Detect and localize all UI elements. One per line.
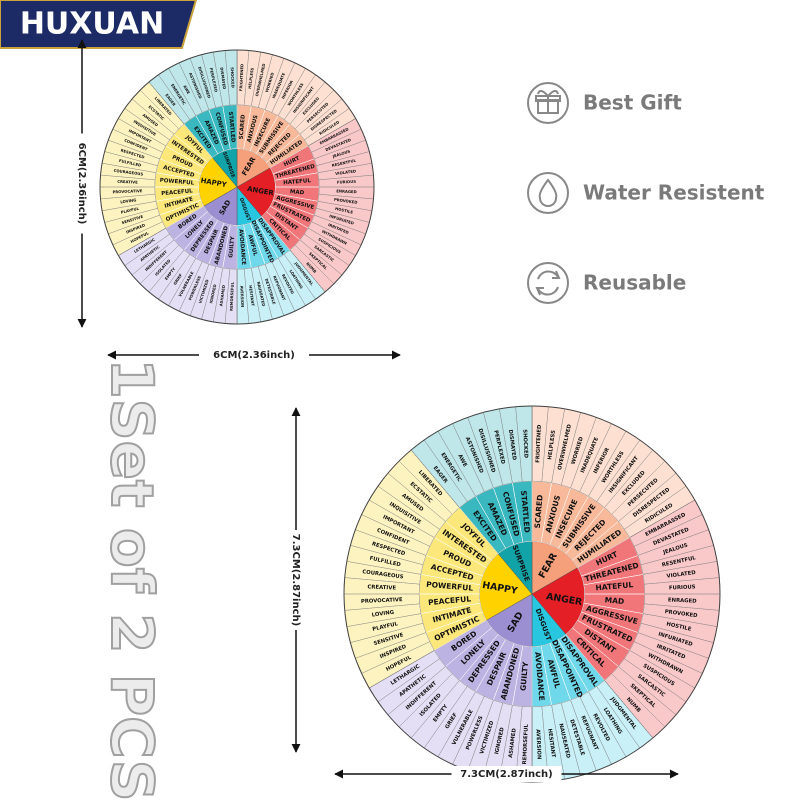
outer-label: FURIOUS bbox=[337, 179, 357, 185]
outer-label: SHOCKED bbox=[230, 67, 236, 88]
outer-label: AVERSION bbox=[239, 286, 245, 308]
icon-ring bbox=[527, 262, 569, 304]
outer-label: ENRAGED bbox=[336, 188, 357, 194]
middle-label: SCARED bbox=[533, 494, 545, 528]
outer-label: AWE bbox=[182, 84, 191, 95]
outer-label: PROVOKED bbox=[334, 197, 358, 205]
brand-banner bbox=[0, 0, 198, 49]
outer-label: REMORSEFUL bbox=[522, 723, 530, 764]
drop-icon bbox=[538, 178, 558, 207]
outer-label: FULFILLED bbox=[118, 158, 141, 168]
label-backdrop bbox=[74, 133, 90, 234]
outer-label: HESITANT bbox=[248, 285, 256, 307]
middle-label: HATEFUL bbox=[595, 580, 634, 592]
outer-label: SHOCKED bbox=[521, 429, 528, 459]
icon-ring bbox=[527, 172, 569, 214]
middle-label: GUILTY bbox=[228, 235, 236, 258]
brand: HUXUAN bbox=[20, 7, 164, 42]
outer-label: HELPLESS bbox=[547, 430, 557, 460]
icon-ring bbox=[527, 82, 569, 124]
reuse-icon bbox=[537, 270, 559, 296]
middle-label: PEACEFUL bbox=[428, 594, 472, 607]
outer-label: IGNORED bbox=[208, 284, 217, 304]
middle-label: AVOIDANCE bbox=[533, 652, 546, 702]
outer-label: PROVOCATIVE bbox=[112, 188, 142, 194]
gift-icon bbox=[535, 90, 561, 113]
label-backdrop bbox=[451, 766, 562, 782]
middle-label: GUILTY bbox=[519, 661, 531, 691]
outer-label: PLAYFUL bbox=[120, 206, 140, 215]
outer-label: DISMAYED bbox=[219, 67, 227, 90]
width-label: 6CM(2.36inch) bbox=[213, 350, 295, 361]
outer-label: NAUSEATED bbox=[256, 281, 266, 307]
side-text: 1Set of 2 PCS bbox=[98, 358, 166, 800]
middle-label: STARTLED bbox=[519, 490, 532, 533]
outer-label: VIOLATED bbox=[335, 168, 356, 176]
outer-label: PROVOKED bbox=[664, 609, 698, 619]
outer-label: VIOLATED bbox=[666, 570, 696, 580]
outer-label: FRIGHTENED bbox=[238, 64, 244, 92]
outer-label: FURIOUS bbox=[669, 584, 696, 591]
feature-label: Best Gift bbox=[583, 91, 682, 115]
middle-label: AWFUL bbox=[246, 234, 258, 257]
outer-label: REMORSEFUL bbox=[229, 281, 235, 311]
middle-label: MAD bbox=[604, 595, 624, 606]
outer-label: HOSTILE bbox=[335, 206, 354, 215]
outer-label: GRIEF bbox=[172, 272, 183, 286]
outer-label: DISMAYED bbox=[507, 429, 517, 461]
outer-label: ASHAMED bbox=[508, 727, 518, 758]
outer-label: COURAGEOUS bbox=[113, 168, 143, 177]
outer-label: PLAYFUL bbox=[372, 621, 399, 633]
middle-label: POWERFUL bbox=[426, 580, 474, 593]
width-label: 7.3CM(2.87inch) bbox=[460, 769, 552, 780]
outer-label: CREATIVE bbox=[117, 179, 138, 185]
outer-label: HELPLESS bbox=[247, 67, 255, 89]
middle-label: AVOIDANCE bbox=[237, 229, 246, 266]
outer-label: PROVOCATIVE bbox=[361, 597, 403, 605]
outer-label: CREATIVE bbox=[367, 584, 396, 591]
label-backdrop bbox=[199, 347, 309, 363]
outer-label: ENRAGED bbox=[668, 597, 697, 604]
outer-label: AVERSION bbox=[534, 729, 541, 759]
outer-label: FRIGHTENED bbox=[535, 424, 543, 463]
height-label: 6CM(2.36inch) bbox=[76, 143, 87, 225]
feature-label: Reusable bbox=[583, 271, 686, 295]
middle-label: STARTLED bbox=[227, 111, 236, 143]
outer-label: LOVING bbox=[120, 197, 137, 204]
middle-label: SCARED bbox=[239, 114, 247, 140]
outer-label: SENSITIVE bbox=[121, 214, 144, 226]
middle-label: MAD bbox=[290, 189, 305, 196]
outer-label: IGNORED bbox=[494, 726, 506, 755]
outer-label: RESENTFUL bbox=[331, 158, 357, 168]
wheel-rim bbox=[99, 49, 375, 325]
feature-label: Water Resistent bbox=[583, 181, 765, 205]
height-label: 7.3CM(2.87inch) bbox=[290, 534, 301, 626]
outer-label: AWE bbox=[456, 454, 468, 469]
outer-label: WORRIED bbox=[264, 72, 275, 93]
outer-label: PERPLEXED bbox=[209, 67, 219, 92]
outer-label: ASHAMED bbox=[218, 285, 226, 307]
reuse-icon bbox=[535, 270, 561, 296]
outer-label: HOSTILE bbox=[666, 621, 692, 632]
outer-label: COURAGEOUS bbox=[362, 569, 404, 580]
middle-label: HATEFUL bbox=[283, 178, 312, 186]
emotion-wheel: SCAREDANXIOUSINSECURESUBMISSIVEREJECTEDH… bbox=[343, 405, 721, 783]
feature-icons bbox=[527, 82, 569, 304]
outer-label: JEALOUS bbox=[331, 148, 351, 159]
label-backdrop bbox=[288, 530, 304, 630]
outer-label: LOVING bbox=[371, 610, 394, 619]
middle-label: PEACEFUL bbox=[161, 188, 193, 197]
middle-label: POWERFUL bbox=[159, 178, 194, 187]
outer-label: HESITANT bbox=[546, 728, 556, 758]
